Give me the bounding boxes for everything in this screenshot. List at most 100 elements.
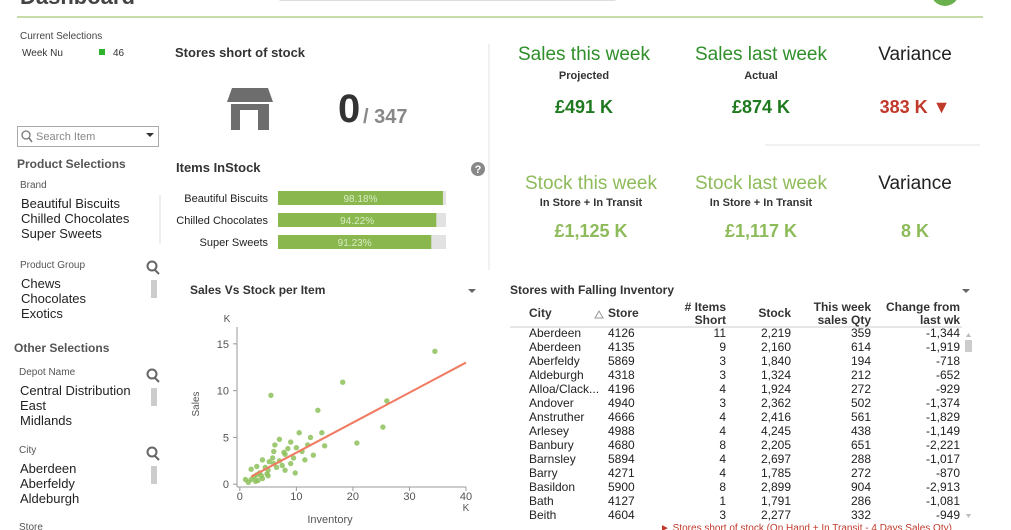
- x-tick-label: 10: [290, 491, 302, 503]
- list-item: Chocolates: [21, 291, 87, 306]
- table-cell: Aberdeen: [529, 326, 582, 340]
- table-cell: Basildon: [529, 480, 576, 494]
- table-cell: 2,205: [760, 438, 791, 452]
- y-tick-label: 0: [223, 479, 229, 491]
- table-scrollbar[interactable]: [965, 340, 972, 352]
- table-cell: 1,791: [760, 494, 791, 508]
- scatter-point: [282, 467, 288, 473]
- table-cell: 5900: [608, 480, 635, 494]
- table-cell: 5869: [608, 354, 635, 368]
- table-cell: -1,829: [925, 410, 960, 424]
- dropdown-arrow[interactable]: [146, 133, 154, 137]
- y-tick-label: 15: [217, 339, 229, 351]
- kpi-total: / 347: [363, 106, 408, 128]
- list-item: East: [20, 398, 47, 413]
- table-cell: 2,697: [760, 452, 791, 466]
- table-cell: 1,324: [760, 368, 791, 382]
- scatter-point: [290, 455, 297, 461]
- list-label: Store: [19, 522, 43, 530]
- list-label: Brand: [20, 180, 47, 191]
- scatter-point: [285, 445, 291, 452]
- scatter-point: [271, 448, 277, 455]
- table-cell: Anstruther: [529, 410, 585, 424]
- table-cell: 4988: [608, 424, 635, 438]
- bar-value-label: 91.23%: [338, 238, 372, 249]
- table-cell: -1,081: [925, 494, 960, 508]
- list-item: Exotics: [21, 306, 63, 321]
- table-cell: 194: [850, 354, 871, 368]
- scatter-point: [281, 449, 287, 456]
- dropdown-arrow[interactable]: [962, 289, 970, 293]
- table-cell: 359: [850, 326, 871, 340]
- table-cell: -1,149: [925, 424, 960, 438]
- list-label: Product Group: [20, 260, 86, 271]
- kpi-subtitle: Actual: [744, 70, 778, 82]
- selection-field: Week Nu: [22, 48, 63, 59]
- table-cell: 286: [850, 494, 871, 508]
- sort-indicator[interactable]: [594, 309, 604, 319]
- kpi-value: 8 K: [900, 221, 929, 241]
- list-item: Central Distribution: [20, 383, 131, 398]
- table-cell: 4,245: [760, 424, 791, 438]
- table-cell: 904: [850, 480, 871, 494]
- table-cell: -652: [935, 368, 960, 382]
- x-tick-label: 40: [460, 491, 472, 503]
- logo: [933, 0, 957, 6]
- column-header: Change from last wk: [885, 300, 960, 327]
- table-cell: -949: [935, 508, 960, 522]
- kpi-title: Stock last week: [695, 173, 827, 194]
- table-cell: 1,924: [760, 382, 791, 396]
- table-cell: Banbury: [529, 438, 574, 452]
- section-label: Current Selections: [20, 31, 103, 42]
- list-item: Beautiful Biscuits: [21, 196, 120, 211]
- table-cell: 212: [850, 368, 871, 382]
- list-label: City: [19, 445, 37, 456]
- scatter-point: [321, 443, 328, 449]
- list-item: Midlands: [20, 413, 73, 428]
- table-cell: 651: [850, 438, 871, 452]
- table-cell: 4318: [608, 368, 635, 382]
- table-cell: Alloa/Clack...: [529, 382, 600, 396]
- table-footer: ► Stores short of stock (On Hand + In Tr…: [660, 523, 952, 530]
- bar: [278, 235, 432, 249]
- list-item: Aberfeldy: [20, 476, 75, 491]
- table-cell: Barry: [529, 466, 558, 480]
- list-item: Aldeburgh: [20, 491, 80, 506]
- table-cell: 502: [850, 396, 871, 410]
- scatter-point: [265, 473, 271, 479]
- y-axis-title: Sales: [191, 391, 202, 416]
- scatter-point: [315, 407, 321, 413]
- scatter-point: [432, 348, 438, 355]
- scatter-point: [259, 457, 266, 463]
- table-cell: 561: [850, 410, 871, 424]
- list-item: Chilled Chocolates: [21, 211, 130, 226]
- search-box[interactable]: [17, 126, 159, 147]
- table-cell: 438: [850, 424, 871, 438]
- scatter-point: [354, 440, 360, 446]
- table-cell: 272: [850, 382, 871, 396]
- magnifier-icons[interactable]: [146, 260, 160, 461]
- scatter-point: [242, 476, 249, 483]
- table-cell: -929: [935, 382, 960, 396]
- scatter-point: [319, 430, 325, 436]
- table-cell: 2,277: [760, 508, 791, 522]
- dropdown-arrow[interactable]: [468, 289, 476, 293]
- table-cell: 2,416: [760, 410, 791, 424]
- table-cell: 4: [719, 382, 726, 396]
- help-icon-glyph: ?: [475, 164, 482, 176]
- search-placeholder: Search Item: [36, 131, 96, 143]
- table-cell: Beith: [529, 508, 557, 522]
- list-scrollbars: [151, 280, 157, 484]
- table-title: Stores with Falling Inventory: [510, 283, 675, 297]
- scatter-point: [276, 436, 283, 442]
- table-cell: 332: [850, 508, 871, 522]
- help-icon[interactable]: [471, 162, 485, 176]
- table-cell: 272: [850, 466, 871, 480]
- x-tick-label: 30: [403, 491, 415, 503]
- kpi-subtitle: In Store + In Transit: [709, 197, 813, 209]
- scatter-point: [380, 424, 386, 430]
- scatter-point: [258, 473, 265, 479]
- scroll-arrows[interactable]: [966, 333, 971, 518]
- scatter-point: [288, 460, 294, 467]
